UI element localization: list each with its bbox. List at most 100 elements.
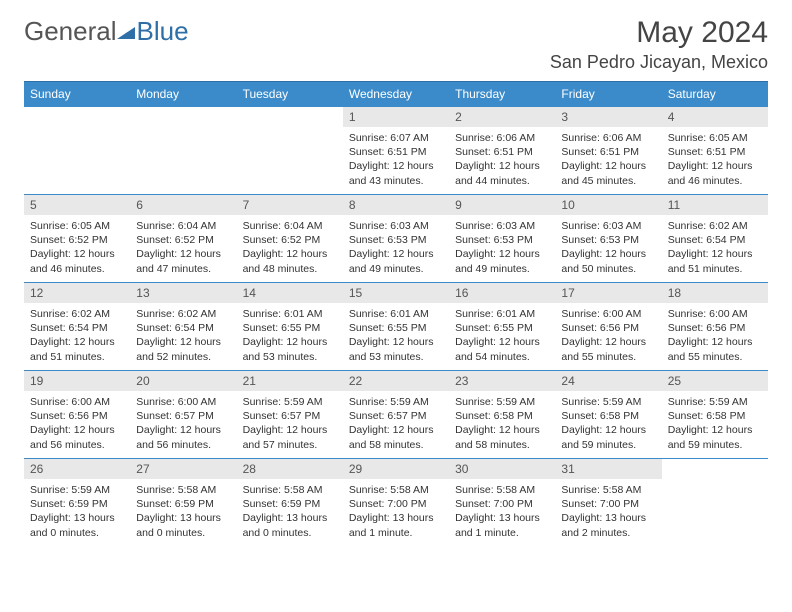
- weekday-header-row: Sunday Monday Tuesday Wednesday Thursday…: [24, 82, 768, 107]
- day-body: Sunrise: 6:02 AMSunset: 6:54 PMDaylight:…: [24, 303, 130, 370]
- day-number: 9: [449, 195, 555, 215]
- day-number: 21: [237, 371, 343, 391]
- calendar-day-cell: [662, 459, 768, 547]
- calendar-day-cell: 22Sunrise: 5:59 AMSunset: 6:57 PMDayligh…: [343, 371, 449, 459]
- day-body: Sunrise: 6:07 AMSunset: 6:51 PMDaylight:…: [343, 127, 449, 194]
- calendar-day-cell: 28Sunrise: 5:58 AMSunset: 6:59 PMDayligh…: [237, 459, 343, 547]
- daylight-text: Daylight: 12 hours and 59 minutes.: [668, 423, 762, 451]
- sunset-text: Sunset: 6:51 PM: [349, 145, 443, 159]
- day-body: Sunrise: 6:00 AMSunset: 6:56 PMDaylight:…: [555, 303, 661, 370]
- sunset-text: Sunset: 6:53 PM: [455, 233, 549, 247]
- day-number: 16: [449, 283, 555, 303]
- calendar-day-cell: 24Sunrise: 5:59 AMSunset: 6:58 PMDayligh…: [555, 371, 661, 459]
- sunrise-text: Sunrise: 5:59 AM: [243, 395, 337, 409]
- calendar-day-cell: 27Sunrise: 5:58 AMSunset: 6:59 PMDayligh…: [130, 459, 236, 547]
- day-number: 25: [662, 371, 768, 391]
- sunrise-text: Sunrise: 6:06 AM: [455, 131, 549, 145]
- sunset-text: Sunset: 6:56 PM: [30, 409, 124, 423]
- sunrise-text: Sunrise: 5:58 AM: [561, 483, 655, 497]
- day-body: Sunrise: 5:59 AMSunset: 6:57 PMDaylight:…: [343, 391, 449, 458]
- day-number: 3: [555, 107, 661, 127]
- day-body: Sunrise: 5:58 AMSunset: 7:00 PMDaylight:…: [555, 479, 661, 546]
- sunset-text: Sunset: 6:56 PM: [561, 321, 655, 335]
- daylight-text: Daylight: 12 hours and 56 minutes.: [136, 423, 230, 451]
- day-number: 14: [237, 283, 343, 303]
- day-body: Sunrise: 6:03 AMSunset: 6:53 PMDaylight:…: [343, 215, 449, 282]
- sunrise-text: Sunrise: 5:58 AM: [349, 483, 443, 497]
- day-body: Sunrise: 6:06 AMSunset: 6:51 PMDaylight:…: [449, 127, 555, 194]
- day-body: Sunrise: 6:03 AMSunset: 6:53 PMDaylight:…: [449, 215, 555, 282]
- day-number: 19: [24, 371, 130, 391]
- sunrise-text: Sunrise: 6:01 AM: [349, 307, 443, 321]
- daylight-text: Daylight: 12 hours and 43 minutes.: [349, 159, 443, 187]
- day-body: Sunrise: 5:58 AMSunset: 7:00 PMDaylight:…: [449, 479, 555, 546]
- daylight-text: Daylight: 12 hours and 51 minutes.: [30, 335, 124, 363]
- weekday-header: Saturday: [662, 82, 768, 107]
- sunrise-text: Sunrise: 6:00 AM: [561, 307, 655, 321]
- day-body: Sunrise: 5:59 AMSunset: 6:57 PMDaylight:…: [237, 391, 343, 458]
- sunrise-text: Sunrise: 6:00 AM: [668, 307, 762, 321]
- calendar-day-cell: 25Sunrise: 5:59 AMSunset: 6:58 PMDayligh…: [662, 371, 768, 459]
- day-body: Sunrise: 6:06 AMSunset: 6:51 PMDaylight:…: [555, 127, 661, 194]
- daylight-text: Daylight: 12 hours and 57 minutes.: [243, 423, 337, 451]
- day-number: 26: [24, 459, 130, 479]
- day-body: Sunrise: 6:03 AMSunset: 6:53 PMDaylight:…: [555, 215, 661, 282]
- calendar-day-cell: 17Sunrise: 6:00 AMSunset: 6:56 PMDayligh…: [555, 283, 661, 371]
- weekday-header: Thursday: [449, 82, 555, 107]
- daylight-text: Daylight: 12 hours and 56 minutes.: [30, 423, 124, 451]
- sunrise-text: Sunrise: 6:05 AM: [668, 131, 762, 145]
- calendar-day-cell: 11Sunrise: 6:02 AMSunset: 6:54 PMDayligh…: [662, 195, 768, 283]
- calendar-day-cell: 14Sunrise: 6:01 AMSunset: 6:55 PMDayligh…: [237, 283, 343, 371]
- daylight-text: Daylight: 12 hours and 45 minutes.: [561, 159, 655, 187]
- day-number: 2: [449, 107, 555, 127]
- calendar-day-cell: 20Sunrise: 6:00 AMSunset: 6:57 PMDayligh…: [130, 371, 236, 459]
- sunset-text: Sunset: 6:51 PM: [668, 145, 762, 159]
- sunset-text: Sunset: 6:58 PM: [561, 409, 655, 423]
- calendar-day-cell: 6Sunrise: 6:04 AMSunset: 6:52 PMDaylight…: [130, 195, 236, 283]
- sunset-text: Sunset: 6:59 PM: [136, 497, 230, 511]
- day-number: 6: [130, 195, 236, 215]
- sunrise-text: Sunrise: 5:59 AM: [668, 395, 762, 409]
- day-body: Sunrise: 6:02 AMSunset: 6:54 PMDaylight:…: [662, 215, 768, 282]
- sunset-text: Sunset: 6:57 PM: [243, 409, 337, 423]
- sunrise-text: Sunrise: 5:58 AM: [243, 483, 337, 497]
- sunrise-text: Sunrise: 5:59 AM: [30, 483, 124, 497]
- daylight-text: Daylight: 13 hours and 1 minute.: [455, 511, 549, 539]
- weekday-header: Tuesday: [237, 82, 343, 107]
- sunset-text: Sunset: 6:55 PM: [243, 321, 337, 335]
- day-number: 8: [343, 195, 449, 215]
- brand-triangle-icon: [117, 27, 135, 39]
- daylight-text: Daylight: 12 hours and 47 minutes.: [136, 247, 230, 275]
- daylight-text: Daylight: 13 hours and 0 minutes.: [136, 511, 230, 539]
- sunset-text: Sunset: 6:51 PM: [561, 145, 655, 159]
- calendar-day-cell: 13Sunrise: 6:02 AMSunset: 6:54 PMDayligh…: [130, 283, 236, 371]
- day-body: Sunrise: 6:05 AMSunset: 6:52 PMDaylight:…: [24, 215, 130, 282]
- sunset-text: Sunset: 6:53 PM: [349, 233, 443, 247]
- sunset-text: Sunset: 6:54 PM: [30, 321, 124, 335]
- calendar-day-cell: 31Sunrise: 5:58 AMSunset: 7:00 PMDayligh…: [555, 459, 661, 547]
- day-body: Sunrise: 6:00 AMSunset: 6:56 PMDaylight:…: [24, 391, 130, 458]
- brand-part1: General: [24, 16, 117, 47]
- sunset-text: Sunset: 6:52 PM: [243, 233, 337, 247]
- day-body: Sunrise: 6:00 AMSunset: 6:56 PMDaylight:…: [662, 303, 768, 370]
- day-body: Sunrise: 5:59 AMSunset: 6:58 PMDaylight:…: [555, 391, 661, 458]
- sunrise-text: Sunrise: 6:05 AM: [30, 219, 124, 233]
- day-body: Sunrise: 6:04 AMSunset: 6:52 PMDaylight:…: [130, 215, 236, 282]
- calendar-week-row: 12Sunrise: 6:02 AMSunset: 6:54 PMDayligh…: [24, 283, 768, 371]
- day-number: 31: [555, 459, 661, 479]
- calendar-day-cell: 26Sunrise: 5:59 AMSunset: 6:59 PMDayligh…: [24, 459, 130, 547]
- day-body: Sunrise: 6:01 AMSunset: 6:55 PMDaylight:…: [237, 303, 343, 370]
- daylight-text: Daylight: 13 hours and 1 minute.: [349, 511, 443, 539]
- sunset-text: Sunset: 6:55 PM: [349, 321, 443, 335]
- weekday-header: Sunday: [24, 82, 130, 107]
- weekday-header: Monday: [130, 82, 236, 107]
- title-block: May 2024 San Pedro Jicayan, Mexico: [550, 16, 768, 73]
- day-body: Sunrise: 6:04 AMSunset: 6:52 PMDaylight:…: [237, 215, 343, 282]
- daylight-text: Daylight: 12 hours and 51 minutes.: [668, 247, 762, 275]
- calendar-day-cell: 5Sunrise: 6:05 AMSunset: 6:52 PMDaylight…: [24, 195, 130, 283]
- sunrise-text: Sunrise: 5:58 AM: [136, 483, 230, 497]
- daylight-text: Daylight: 12 hours and 46 minutes.: [668, 159, 762, 187]
- day-number: 1: [343, 107, 449, 127]
- sunset-text: Sunset: 7:00 PM: [455, 497, 549, 511]
- day-body: Sunrise: 6:02 AMSunset: 6:54 PMDaylight:…: [130, 303, 236, 370]
